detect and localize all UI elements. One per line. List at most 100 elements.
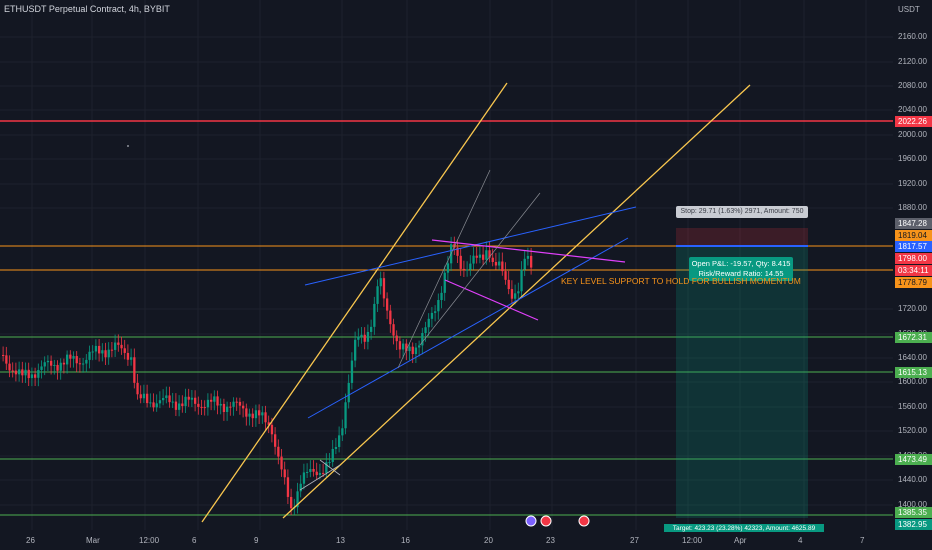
candle-body (402, 343, 405, 350)
candle-body (302, 472, 306, 484)
candle-body (363, 334, 366, 342)
candle-body (315, 471, 318, 476)
candle-body (466, 269, 469, 271)
key-level-annotation[interactable]: KEY LEVEL SUPPORT TO HOLD FOR BULLISH MO… (561, 276, 801, 286)
candle-body (331, 448, 334, 462)
price-tick: 1880.00 (898, 203, 927, 212)
candle-body (8, 363, 11, 371)
candle-body (206, 399, 210, 408)
candle-body (155, 403, 158, 408)
event-marker-icon[interactable] (525, 515, 537, 527)
take-profit-label[interactable]: Target: 423.23 (23.28%) 42323, Amount: 4… (664, 524, 824, 532)
candle-body (210, 399, 213, 402)
price-label: 1798.00 (895, 253, 932, 264)
candle-body (264, 412, 267, 423)
candle-body (136, 382, 139, 395)
chart-title: ETHUSDT Perpetual Contract, 4h, BYBIT (4, 4, 170, 14)
candle-body (251, 413, 254, 419)
price-tick: 1520.00 (898, 426, 927, 435)
candle-body (72, 356, 75, 359)
candle-body (24, 369, 27, 376)
candle-body (120, 344, 123, 349)
candle-body (411, 346, 414, 355)
candle-body (395, 335, 398, 342)
candle-body (389, 310, 392, 325)
price-tick: 2000.00 (898, 130, 927, 139)
candle-body (238, 401, 242, 406)
candle-body (46, 360, 50, 363)
candle-body (491, 257, 494, 263)
candle-body (414, 347, 418, 355)
date-tick: 26 (26, 536, 35, 545)
candle-body (62, 362, 66, 365)
candle-body (270, 424, 274, 435)
candle-body (245, 408, 248, 417)
event-marker-icon[interactable] (540, 515, 552, 527)
candle-body (510, 289, 514, 299)
candle-body (110, 349, 114, 351)
candle-body (286, 477, 290, 497)
trend-line-lower (307, 237, 629, 419)
candle-body (485, 250, 488, 260)
candle-body (203, 407, 206, 409)
candle-body (501, 261, 504, 272)
candle-body (392, 324, 395, 336)
candle-body (398, 341, 402, 350)
position-pnl-label[interactable]: Open P&L: -19.57, Qty: 8.415 Risk/Reward… (689, 257, 793, 281)
pattern-line (299, 464, 341, 491)
stop-loss-label[interactable]: Stop: 29.71 (1.63%) 2971, Amount: 750 (676, 206, 808, 218)
date-tick: 12:00 (682, 536, 703, 545)
wedge-bottom-line (444, 279, 539, 321)
candle-body (382, 278, 386, 299)
candle-body (139, 394, 142, 399)
candle-body (280, 456, 283, 470)
candle-body (226, 406, 229, 412)
price-label: 1847.28 (895, 218, 932, 229)
candle-body (34, 374, 37, 378)
candle-body (69, 354, 72, 359)
candle-body (165, 395, 168, 399)
candle-body (443, 272, 446, 293)
candle-body (354, 339, 357, 361)
price-label: 1473.49 (895, 454, 932, 465)
price-tick: 1720.00 (898, 304, 927, 313)
price-tick: 1600.00 (898, 377, 927, 386)
candle-body (78, 363, 82, 365)
event-marker-icon[interactable] (578, 515, 590, 527)
fan-line (419, 192, 541, 346)
candle-body (168, 395, 171, 403)
candle-body (462, 268, 466, 271)
candle-body (50, 360, 53, 366)
candle-body (98, 345, 101, 354)
candle-body (405, 343, 408, 352)
price-label: 2022.26 (895, 116, 932, 127)
candle-body (142, 393, 146, 399)
trend-line-upper (304, 206, 637, 286)
candle-body (514, 293, 517, 299)
candle-body (379, 278, 382, 287)
candle-body (88, 351, 91, 360)
price-label: 1778.79 (895, 277, 932, 288)
candle-body (418, 345, 421, 348)
candle-body (494, 262, 498, 266)
candle-body (43, 362, 46, 367)
date-tick: Mar (86, 536, 100, 545)
event-markers[interactable] (525, 515, 590, 527)
candle-body (530, 255, 533, 268)
candle-body (91, 351, 94, 353)
candle-body (85, 359, 88, 364)
candlestick-series (2, 236, 533, 516)
date-tick: 27 (630, 536, 639, 545)
price-tick: 1400.00 (898, 500, 927, 509)
candle-body (357, 336, 360, 340)
price-label: 1615.13 (895, 367, 932, 378)
candle-body (408, 346, 411, 352)
price-label: 1819.04 (895, 230, 932, 241)
candle-body (190, 397, 194, 400)
risk-reward-line: Risk/Reward Ratio: 14.55 (698, 269, 784, 278)
candle-body (459, 255, 462, 269)
candle-body (11, 370, 14, 372)
candle-body (174, 401, 178, 410)
candle-body (347, 382, 350, 403)
